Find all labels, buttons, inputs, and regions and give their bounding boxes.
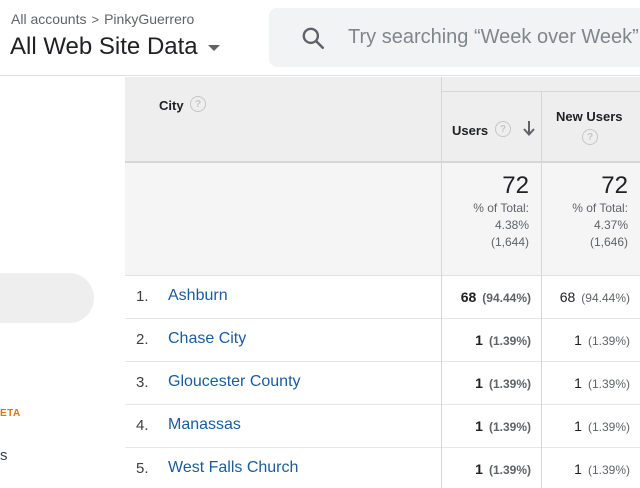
- breadcrumb-separator: >: [91, 11, 100, 27]
- row-rank: 5.: [136, 460, 149, 477]
- column-header-city[interactable]: City ?: [125, 77, 441, 163]
- row-new-users-value: 1: [574, 461, 582, 477]
- row-rank: 1.: [136, 288, 149, 305]
- row-new-users-pct: (1.39%): [587, 463, 630, 477]
- column-header-city-label: City: [159, 98, 184, 113]
- sidebar: ETA s: [0, 77, 125, 488]
- row-users-value: 68: [460, 289, 477, 305]
- help-icon[interactable]: ?: [495, 121, 511, 137]
- column-header-users[interactable]: Users ?: [441, 92, 541, 163]
- row-rank: 3.: [136, 374, 149, 391]
- row-users-pct: (1.39%): [488, 463, 531, 477]
- caret-down-icon: [207, 45, 220, 51]
- row-new-users-value: 1: [574, 418, 582, 434]
- row-new-users-cell: 1 (1.39%): [541, 362, 640, 405]
- totals-new-users: 72 % of Total: 4.37% (1,646): [541, 163, 640, 276]
- row-new-users-value: 1: [574, 375, 582, 391]
- row-new-users-pct: (1.39%): [587, 334, 630, 348]
- row-users-value: 1: [475, 375, 483, 391]
- row-users-value: 1: [475, 332, 483, 348]
- row-new-users-cell: 1 (1.39%): [541, 405, 640, 448]
- row-users-pct: (1.39%): [488, 420, 531, 434]
- row-users-cell: 1 (1.39%): [441, 362, 541, 405]
- column-header-new-users-label: New Users: [556, 109, 623, 124]
- row-rank: 2.: [136, 331, 149, 348]
- help-icon[interactable]: ?: [582, 129, 598, 145]
- city-link[interactable]: Ashburn: [168, 287, 228, 304]
- row-new-users-cell: 1 (1.39%): [541, 448, 640, 488]
- breadcrumb[interactable]: All accounts > PinkyGuerrero: [11, 11, 194, 27]
- sidebar-selected-item[interactable]: [0, 273, 94, 323]
- breadcrumb-accounts[interactable]: All accounts: [11, 11, 87, 27]
- row-new-users-value: 68: [559, 289, 576, 305]
- totals-users: 72 % of Total: 4.38% (1,644): [441, 163, 541, 276]
- totals-row-label-cell: [125, 163, 441, 276]
- top-header: All accounts > PinkyGuerrero All Web Sit…: [0, 0, 640, 76]
- arrow-down-icon[interactable]: [522, 119, 536, 137]
- totals-new-users-pct: 4.37%: [593, 218, 628, 232]
- totals-users-value: 72: [502, 172, 529, 199]
- row-new-users-cell: 68 (94.44%): [541, 276, 640, 319]
- search-bar[interactable]: [269, 8, 640, 67]
- row-users-value: 1: [475, 418, 483, 434]
- row-users-value: 1: [475, 461, 483, 477]
- row-new-users-pct: (1.39%): [587, 377, 630, 391]
- city-link[interactable]: Chase City: [168, 330, 247, 347]
- breadcrumb-account[interactable]: PinkyGuerrero: [104, 11, 195, 27]
- search-input[interactable]: [348, 26, 640, 49]
- totals-users-pct-label: % of Total:: [473, 201, 529, 215]
- sidebar-beta-label: ETA: [0, 408, 21, 419]
- column-header-new-users[interactable]: New Users ?: [541, 92, 640, 163]
- row-users-cell: 1 (1.39%): [441, 319, 541, 362]
- report-table: City ? Users ? New Users ? 72 % of Total…: [125, 77, 640, 488]
- column-group-header: [441, 77, 640, 92]
- help-icon[interactable]: ?: [190, 96, 206, 112]
- totals-users-pct: 4.38%: [494, 218, 529, 232]
- row-users-pct: (1.39%): [488, 377, 531, 391]
- totals-users-total: (1,644): [490, 235, 529, 249]
- row-users-cell: 1 (1.39%): [441, 405, 541, 448]
- city-link[interactable]: Manassas: [168, 416, 241, 433]
- row-new-users-value: 1: [574, 332, 582, 348]
- sidebar-item-label[interactable]: s: [0, 447, 8, 464]
- column-header-users-label: Users: [452, 123, 489, 138]
- row-users-cell: 1 (1.39%): [441, 448, 541, 488]
- totals-new-users-pct-label: % of Total:: [572, 201, 628, 215]
- totals-new-users-total: (1,646): [589, 235, 628, 249]
- table-row: 3. Gloucester County 1 (1.39%) 1 (1.39%): [125, 362, 640, 405]
- view-title: All Web Site Data: [10, 33, 198, 60]
- table-row: 1. Ashburn 68 (94.44%) 68 (94.44%): [125, 276, 640, 319]
- city-link[interactable]: Gloucester County: [168, 373, 301, 390]
- table-row: 4. Manassas 1 (1.39%) 1 (1.39%): [125, 405, 640, 448]
- row-new-users-pct: (94.44%): [581, 291, 630, 305]
- row-new-users-cell: 1 (1.39%): [541, 319, 640, 362]
- row-users-cell: 68 (94.44%): [441, 276, 541, 319]
- search-icon[interactable]: [300, 25, 326, 51]
- totals-new-users-value: 72: [601, 172, 628, 199]
- row-users-pct: (94.44%): [482, 291, 531, 305]
- row-users-pct: (1.39%): [488, 334, 531, 348]
- city-link[interactable]: West Falls Church: [168, 459, 299, 476]
- row-new-users-pct: (1.39%): [587, 420, 630, 434]
- view-selector[interactable]: All Web Site Data: [10, 33, 220, 61]
- table-row: 2. Chase City 1 (1.39%) 1 (1.39%): [125, 319, 640, 362]
- row-rank: 4.: [136, 417, 149, 434]
- table-row: 5. West Falls Church 1 (1.39%) 1 (1.39%): [125, 448, 640, 488]
